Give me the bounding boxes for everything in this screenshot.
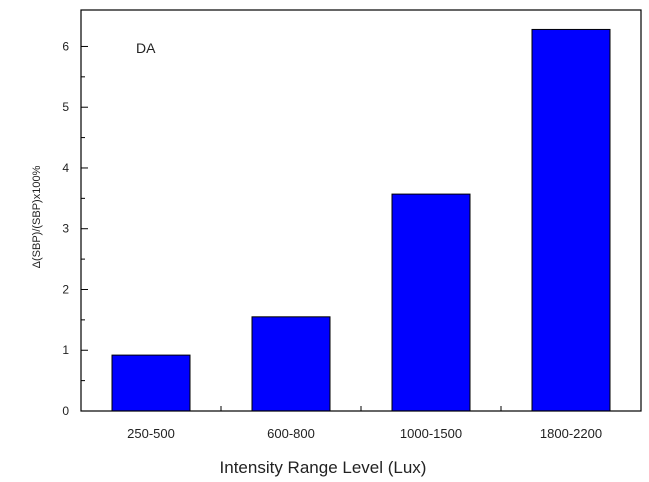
x-tick-label: 1000-1500 — [400, 426, 462, 441]
bar-1 — [111, 354, 191, 412]
y-axis-label: Δ(SBP)/(SBP)x100% — [31, 165, 43, 268]
x-tick-label: 600-800 — [267, 426, 315, 441]
y-tick-label: 5 — [62, 100, 69, 114]
bar-3 — [391, 193, 471, 412]
plot-annotation: DA — [136, 40, 156, 56]
x-tick-label: 250-500 — [127, 426, 175, 441]
bars-layer — [111, 28, 611, 412]
x-tick-label: 1800-2200 — [540, 426, 602, 441]
y-tick-label: 6 — [62, 39, 69, 53]
y-tick-label: 0 — [62, 404, 69, 418]
x-axis-label: Intensity Range Level (Lux) — [220, 458, 427, 477]
bar-2 — [251, 316, 331, 412]
y-tick-label: 1 — [62, 343, 69, 357]
y-tick-label: 4 — [62, 161, 69, 175]
axes-layer: 0 1 2 3 4 5 6 250-500 600-800 1000-1500 1800-2200 — [62, 9, 642, 441]
bar-4 — [531, 28, 611, 412]
y-tick-label: 2 — [62, 282, 69, 296]
y-tick-label: 3 — [62, 222, 69, 236]
